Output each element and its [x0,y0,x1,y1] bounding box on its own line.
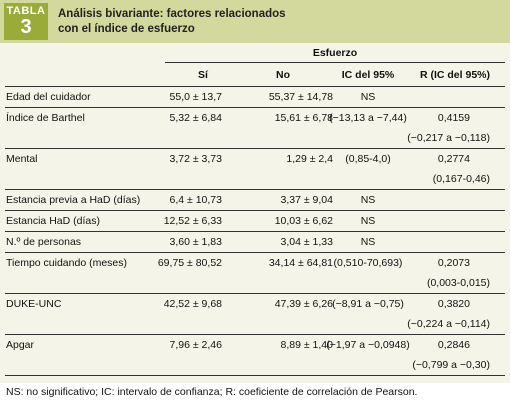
column-header: R (IC del 95%) [419,69,490,81]
rule [5,210,505,211]
title-line: con el índice de esfuerzo [58,23,195,35]
cell-si: 7,96 ± 2,46 [169,339,222,351]
cell-no: 34,14 ± 64,81 [268,257,333,269]
row-label: Estancia HaD (días) [6,215,100,227]
cell-r: 0,2073 [437,257,470,269]
row-label: Edad del cuidador [6,91,91,103]
rule [5,107,505,108]
cell-no: 15,61 ± 6,78 [274,112,333,124]
row-label: Apgar [6,339,35,351]
header-band [0,0,510,43]
cell-ic: (−1,97 a −0,0948) [326,339,410,351]
group-header: Esfuerzo [312,47,358,59]
footnote: NS: no significativo; IC: intervalo de c… [6,386,418,398]
row-label: Estancia previa a HaD (días) [6,194,141,206]
tag-label: TABLA [6,5,46,17]
cell-si: 3,72 ± 3,73 [169,153,222,165]
title-line: Análisis bivariante: factores relacionad… [58,8,286,20]
cell-si: 5,32 ± 6,84 [169,112,222,124]
cell-no: 55,37 ± 14,78 [268,91,333,103]
cell-ic: (−8,91 a −0,75) [332,298,404,310]
cell-r-ic: (0,167-0,46) [432,173,490,185]
cell-r-ic: (0,003-0,015) [426,277,490,289]
rule [5,252,505,253]
cell-no: 3,04 ± 1,33 [280,236,333,248]
cell-si: 69,75 ± 80,52 [157,257,222,269]
cell-ic: (0,85-4,0) [345,153,391,165]
rule [165,62,505,63]
cell-ic: NS [360,91,376,103]
table-tag: TABLA 3 [4,3,48,40]
cell-no: 47,39 ± 6,26 [274,298,333,310]
cell-si: 3,60 ± 1,83 [169,236,222,248]
table [0,43,510,383]
rule [5,231,505,232]
row-label: N.º de personas [6,236,82,248]
cell-r-ic: (−0,217 a −0,118) [407,132,490,144]
cell-r-ic: (−0,799 a −0,30) [412,359,490,371]
cell-ic: (0,510-70,693) [333,257,403,269]
column-header: Sí [198,69,208,81]
cell-no: 8,89 ± 1,40 [280,339,333,351]
row-label: Mental [6,153,38,165]
cell-no: 3,37 ± 9,04 [280,194,333,206]
rule [5,375,505,376]
rule [5,148,505,149]
cell-si: 55,0 ± 13,7 [169,91,222,103]
tag-number: 3 [20,16,32,38]
cell-r: 0,4159 [437,112,470,124]
row-label: Índice de Barthel [6,112,85,124]
cell-ic: (−13,13 a −7,44) [329,112,407,124]
cell-ic: NS [360,194,376,206]
rule [5,86,505,87]
cell-r: 0,3820 [437,298,470,310]
rule [5,334,505,335]
cell-si: 12,52 ± 6,33 [163,215,222,227]
rule [5,189,505,190]
cell-ic: NS [360,236,376,248]
cell-si: 42,52 ± 9,68 [163,298,222,310]
column-header: IC del 95% [341,69,395,81]
cell-r: 0,2774 [437,153,470,165]
cell-no: 10,03 ± 6,62 [274,215,333,227]
column-header: No [276,69,290,81]
cell-r: 0,2846 [437,339,470,351]
cell-si: 6,4 ± 10,73 [169,194,222,206]
cell-ic: NS [360,215,376,227]
cell-no: 1,29 ± 2,4 [286,153,333,165]
row-label: Tiempo cuidando (meses) [6,257,127,269]
row-label: DUKE-UNC [6,298,62,310]
title: Análisis bivariante: factores relacionad… [58,7,286,37]
rule [5,293,505,294]
cell-r-ic: (−0,224 a −0,114) [407,318,490,330]
